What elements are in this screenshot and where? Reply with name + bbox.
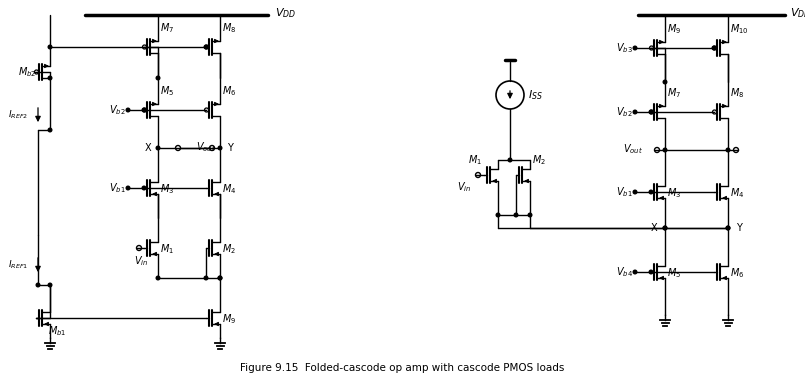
Circle shape bbox=[663, 80, 667, 84]
Circle shape bbox=[156, 276, 160, 280]
Text: $V_{b1}$: $V_{b1}$ bbox=[109, 181, 126, 195]
Circle shape bbox=[649, 190, 653, 194]
Text: $V_{in}$: $V_{in}$ bbox=[456, 180, 471, 194]
Circle shape bbox=[156, 76, 160, 80]
Text: $M_{b2}$: $M_{b2}$ bbox=[18, 65, 36, 79]
Circle shape bbox=[156, 146, 160, 150]
Text: X: X bbox=[650, 223, 657, 233]
Text: $M_7$: $M_7$ bbox=[160, 21, 174, 35]
Circle shape bbox=[142, 186, 146, 190]
Circle shape bbox=[142, 108, 146, 112]
Text: $M_8$: $M_8$ bbox=[222, 21, 237, 35]
Text: $M_5$: $M_5$ bbox=[667, 266, 681, 280]
Circle shape bbox=[712, 46, 716, 50]
Circle shape bbox=[36, 283, 39, 287]
Circle shape bbox=[218, 276, 222, 280]
Text: $M_{b1}$: $M_{b1}$ bbox=[48, 324, 66, 338]
Text: $I_{REF1}$: $I_{REF1}$ bbox=[8, 259, 28, 271]
Text: $V_{out}$: $V_{out}$ bbox=[623, 142, 643, 156]
Text: $M_7$: $M_7$ bbox=[667, 86, 681, 100]
Text: $M_4$: $M_4$ bbox=[222, 182, 237, 196]
Circle shape bbox=[48, 45, 52, 49]
Circle shape bbox=[218, 146, 222, 150]
Circle shape bbox=[663, 148, 667, 152]
Text: $M_6$: $M_6$ bbox=[730, 266, 745, 280]
Text: $V_{out}$: $V_{out}$ bbox=[196, 140, 216, 154]
Text: $I_{SS}$: $I_{SS}$ bbox=[528, 88, 543, 102]
Text: $M_4$: $M_4$ bbox=[730, 186, 745, 200]
Text: $M_8$: $M_8$ bbox=[730, 86, 745, 100]
Circle shape bbox=[634, 270, 637, 274]
Circle shape bbox=[726, 226, 730, 230]
Circle shape bbox=[634, 190, 637, 194]
Text: $V_{DD}$: $V_{DD}$ bbox=[275, 6, 296, 20]
Text: $M_2$: $M_2$ bbox=[222, 242, 236, 256]
Text: $M_3$: $M_3$ bbox=[160, 182, 174, 196]
Circle shape bbox=[204, 45, 208, 49]
Circle shape bbox=[514, 213, 518, 217]
Circle shape bbox=[726, 226, 730, 230]
Text: $M_1$: $M_1$ bbox=[468, 153, 482, 167]
Text: $M_1$: $M_1$ bbox=[160, 242, 174, 256]
Text: $M_{10}$: $M_{10}$ bbox=[730, 22, 749, 36]
Circle shape bbox=[218, 276, 222, 280]
Text: $V_{DD}$: $V_{DD}$ bbox=[790, 6, 805, 20]
Circle shape bbox=[663, 226, 667, 230]
Text: $V_{in}$: $V_{in}$ bbox=[134, 254, 148, 268]
Text: $V_{b3}$: $V_{b3}$ bbox=[617, 41, 633, 55]
Circle shape bbox=[204, 276, 208, 280]
Text: $M_9$: $M_9$ bbox=[667, 22, 681, 36]
Circle shape bbox=[634, 110, 637, 114]
Text: Figure 9.15  Folded-cascode op amp with cascode PMOS loads: Figure 9.15 Folded-cascode op amp with c… bbox=[240, 363, 564, 373]
Circle shape bbox=[649, 110, 653, 114]
Circle shape bbox=[48, 76, 52, 80]
Text: Y: Y bbox=[227, 143, 233, 153]
Text: $M_3$: $M_3$ bbox=[667, 186, 681, 200]
Circle shape bbox=[634, 46, 637, 50]
Text: $V_{b2}$: $V_{b2}$ bbox=[617, 105, 633, 119]
Text: $I_{REF2}$: $I_{REF2}$ bbox=[8, 109, 28, 121]
Circle shape bbox=[48, 128, 52, 132]
Circle shape bbox=[528, 213, 532, 217]
Circle shape bbox=[726, 148, 730, 152]
Circle shape bbox=[508, 158, 512, 162]
Text: Y: Y bbox=[736, 223, 742, 233]
Text: $V_{b2}$: $V_{b2}$ bbox=[109, 103, 126, 117]
Circle shape bbox=[663, 226, 667, 230]
Circle shape bbox=[48, 283, 52, 287]
Circle shape bbox=[649, 270, 653, 274]
Text: $M_9$: $M_9$ bbox=[222, 312, 236, 326]
Text: $M_6$: $M_6$ bbox=[222, 84, 237, 98]
Text: $M_2$: $M_2$ bbox=[532, 153, 546, 167]
Text: X: X bbox=[144, 143, 151, 153]
Circle shape bbox=[126, 186, 130, 190]
Circle shape bbox=[496, 213, 500, 217]
Circle shape bbox=[126, 108, 130, 112]
Text: $V_{b4}$: $V_{b4}$ bbox=[616, 265, 633, 279]
Text: $V_{b1}$: $V_{b1}$ bbox=[617, 185, 633, 199]
Text: $M_5$: $M_5$ bbox=[160, 84, 174, 98]
